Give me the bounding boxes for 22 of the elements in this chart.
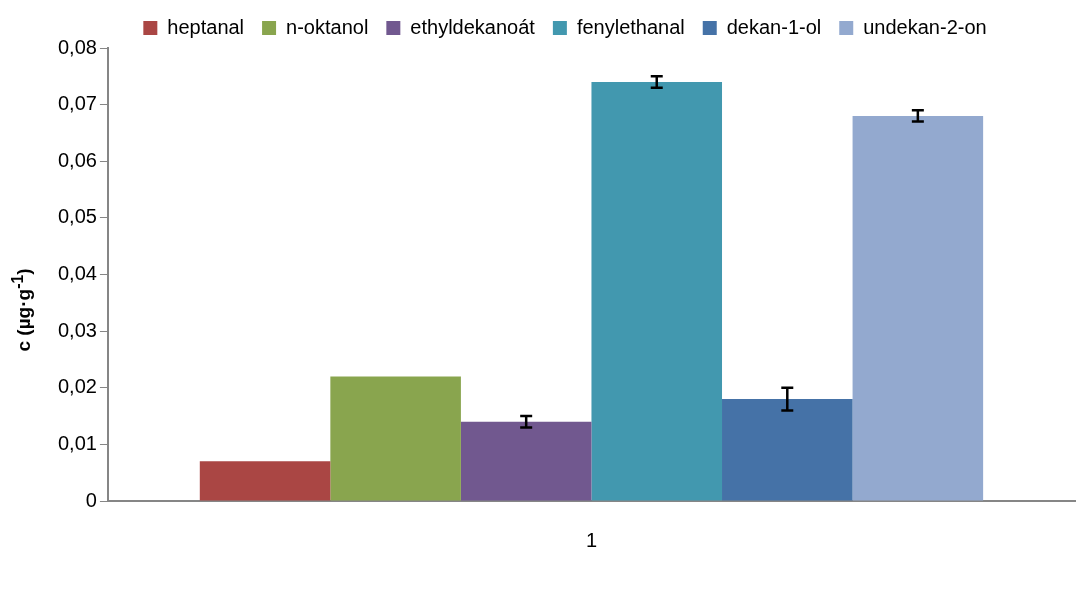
bar (199, 461, 331, 501)
bar (330, 376, 461, 501)
y-tick-label: 0 (85, 488, 97, 511)
legend-label: undekan-2-on (863, 15, 987, 38)
bar (722, 399, 853, 501)
bar (852, 115, 984, 501)
bar (591, 81, 723, 501)
y-tick-label: 0,05 (57, 205, 97, 228)
legend-label: fenylethanal (576, 15, 685, 38)
legend-label: ethyldekanoát (410, 15, 536, 38)
legend-label: n-oktanol (286, 15, 369, 38)
x-tick-label: 1 (585, 528, 598, 551)
bar (460, 421, 592, 501)
y-tick-label: 0,04 (57, 262, 97, 285)
y-tick-label: 0,03 (57, 318, 97, 341)
y-tick-label: 0,07 (57, 92, 97, 115)
y-tick-label: 0,08 (57, 35, 97, 58)
y-tick-label: 0,06 (57, 148, 97, 171)
legend-label: dekan-1-ol (726, 15, 822, 38)
y-tick-label: 0,01 (57, 431, 97, 454)
y-tick-label: 0,02 (57, 375, 97, 398)
legend-label: heptanal (167, 15, 245, 38)
